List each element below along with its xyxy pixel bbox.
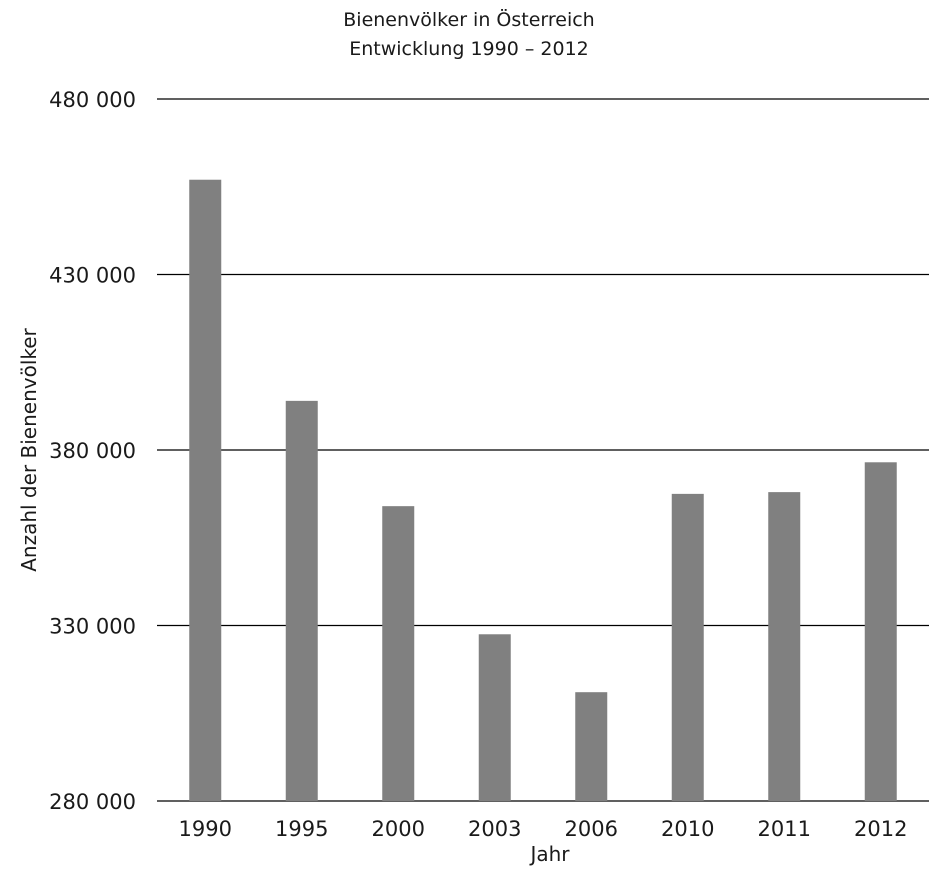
x-tick-label: 2000 xyxy=(372,817,425,841)
bar-1995 xyxy=(285,400,318,801)
bar-2012 xyxy=(864,462,897,801)
x-tick-label: 2006 xyxy=(565,817,618,841)
bar-2006 xyxy=(575,692,608,801)
x-tick-labels: 1990 1995 2000 2003 2006 2010 2011 2012 xyxy=(179,817,908,841)
y-tick-label: 380 000 xyxy=(49,439,136,463)
gridlines xyxy=(157,98,929,802)
bar-2003 xyxy=(478,634,511,801)
x-tick-label: 2012 xyxy=(854,817,907,841)
x-tick-label: 1990 xyxy=(179,817,232,841)
y-tick-labels: 280 000 330 000 380 000 430 000 480 000 xyxy=(49,88,136,814)
chart-title: Bienenvölker in Österreich xyxy=(343,8,594,31)
bar-1990 xyxy=(189,179,222,802)
y-tick-label: 280 000 xyxy=(49,790,136,814)
bar-2010 xyxy=(671,493,704,801)
chart-subtitle: Entwicklung 1990 – 2012 xyxy=(349,38,589,60)
y-tick-label: 330 000 xyxy=(49,615,136,639)
bar-2011 xyxy=(768,492,801,801)
x-axis-label: Jahr xyxy=(528,842,570,866)
bar-2000 xyxy=(382,506,415,801)
x-tick-label: 1995 xyxy=(275,817,328,841)
x-tick-label: 2011 xyxy=(758,817,811,841)
bars xyxy=(189,179,897,802)
y-axis-label: Anzahl der Bienenvölker xyxy=(17,327,41,571)
y-tick-label: 430 000 xyxy=(49,264,136,288)
y-tick-label: 480 000 xyxy=(49,88,136,112)
x-tick-label: 2010 xyxy=(661,817,714,841)
x-tick-label: 2003 xyxy=(468,817,521,841)
